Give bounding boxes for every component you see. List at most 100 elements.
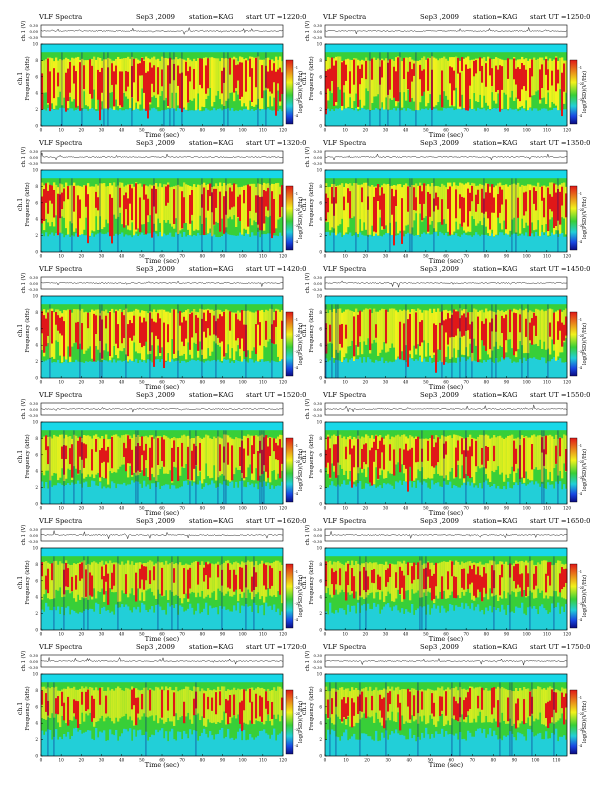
spectrum-mid-band	[169, 312, 172, 362]
spectrum-low-band	[355, 358, 358, 378]
spectrum-mid-band	[349, 310, 352, 347]
x-tick-label: 110	[259, 632, 267, 637]
spectrum-low-band	[119, 234, 122, 252]
spectrum-low-band	[189, 360, 192, 378]
spectrum-low-band	[509, 108, 512, 126]
panel-start-time: start UT =1250:0	[530, 13, 590, 21]
spectrum-low-band	[371, 362, 374, 378]
spectrum-burst	[67, 68, 70, 102]
spectrum-mid-band	[395, 435, 398, 465]
spectrum-low-band	[391, 362, 394, 378]
y-tick-label: 2	[35, 107, 38, 112]
spectrum-mid-band	[121, 182, 124, 225]
spectrum-burst	[121, 71, 124, 108]
spectrum-burst	[353, 445, 356, 468]
spectrum-burst	[397, 57, 400, 102]
spectrum-mid-band	[253, 57, 256, 107]
spectrum-low-band	[503, 735, 506, 756]
spectrum-burst	[551, 689, 554, 718]
spectrum-mid-band	[181, 689, 184, 716]
colorbar-tick-label: -4	[579, 240, 583, 244]
spectrum-low-band	[263, 234, 266, 252]
spectrum-low-band	[201, 488, 204, 504]
spectrum-burst	[497, 700, 500, 728]
spectrum-spike	[177, 178, 179, 252]
x-tick-label: 80	[200, 254, 206, 259]
spectrum-mid-band	[235, 690, 238, 719]
spectrum-burst	[427, 562, 430, 577]
spectrum-low-band	[461, 602, 464, 630]
spectrum-mid-band	[159, 183, 162, 224]
spectrum-low-band	[67, 483, 70, 504]
spectrum-low-band	[493, 237, 496, 252]
spectrum-burst	[85, 691, 88, 712]
spectrum-mid-band	[123, 564, 126, 594]
spectrum-low-band	[217, 237, 220, 252]
spectrum-low-band	[233, 487, 236, 504]
y-tick-label: 6	[35, 200, 38, 205]
x-tick-label: 90	[220, 128, 226, 133]
spectrum-spike	[101, 304, 103, 378]
spectrum-low-band	[537, 235, 540, 252]
spectrum-low-band	[499, 232, 502, 252]
spectrum-low-band	[549, 612, 552, 630]
spectrum-low-band	[393, 108, 396, 126]
spectrum-low-band	[105, 233, 108, 252]
spectrum-burst	[53, 68, 56, 99]
spectrum-mid-band	[545, 310, 548, 350]
spectrum-burst	[187, 71, 190, 103]
spectrum-burst	[477, 566, 480, 590]
panel-start-time: start UT =1550:0	[530, 391, 590, 399]
spectrum-burst	[99, 450, 102, 478]
spectrum-low-band	[55, 362, 58, 378]
spectrum-burst	[73, 699, 76, 714]
spectrum-mid-band	[273, 687, 276, 715]
spectrum-low-band	[221, 362, 224, 378]
spectrum-burst	[75, 71, 78, 108]
spectrum-spike	[99, 178, 101, 252]
spectrum-burst	[419, 64, 422, 80]
spectrum-low-band	[81, 612, 84, 630]
spectrum-spike	[145, 682, 147, 756]
spectrum-burst	[135, 572, 138, 602]
spectrum-low-band	[391, 232, 394, 252]
spectrum-low-band	[123, 728, 126, 756]
spectrum-low-band	[161, 728, 164, 756]
spectrum-mid-band	[385, 435, 388, 478]
spectrum-low-band	[125, 604, 128, 630]
spectrum-low-band	[395, 235, 398, 252]
spectrum-burst	[481, 576, 484, 602]
spectrum-low-band	[113, 735, 116, 756]
spectrum-low-band	[271, 485, 274, 504]
spectrum-burst	[179, 311, 182, 326]
spectrum-low-band	[227, 485, 230, 504]
spectrum-low-band	[187, 235, 190, 252]
x-tick-label: 70	[179, 506, 185, 511]
spectrum-low-band	[213, 483, 216, 504]
spectrum-low-band	[493, 363, 496, 378]
spectrum-low-band	[487, 108, 490, 126]
x-tick-label: 70	[463, 380, 469, 385]
spectrum-low-band	[553, 107, 556, 126]
spectrum-burst	[327, 699, 330, 718]
spectrum-low-band	[219, 361, 222, 378]
spectrum-low-band	[349, 359, 352, 378]
spectrum-low-band	[441, 233, 444, 252]
spectrum-low-band	[207, 485, 210, 504]
colorbar-tick-label: -1	[295, 696, 299, 700]
spectrum-burst	[273, 320, 276, 344]
spectrum-low-band	[229, 738, 232, 756]
spectrum-spike	[271, 304, 273, 378]
x-tick-label: 60	[159, 506, 165, 511]
spectrum-mid-band	[355, 561, 358, 592]
panel-start-time: start UT =1650:0	[530, 517, 590, 525]
spectrum-low-band	[405, 110, 408, 126]
spectrum-mid-band	[91, 186, 94, 231]
spectrum-spike	[515, 178, 517, 252]
spectrum-low-band	[187, 608, 190, 630]
spectrum-low-band	[279, 733, 282, 756]
spectrum-low-band	[539, 486, 542, 504]
spectrum-burst	[491, 184, 494, 213]
spectrum-mid-band	[561, 438, 564, 479]
spectrum-low-band	[115, 362, 118, 378]
